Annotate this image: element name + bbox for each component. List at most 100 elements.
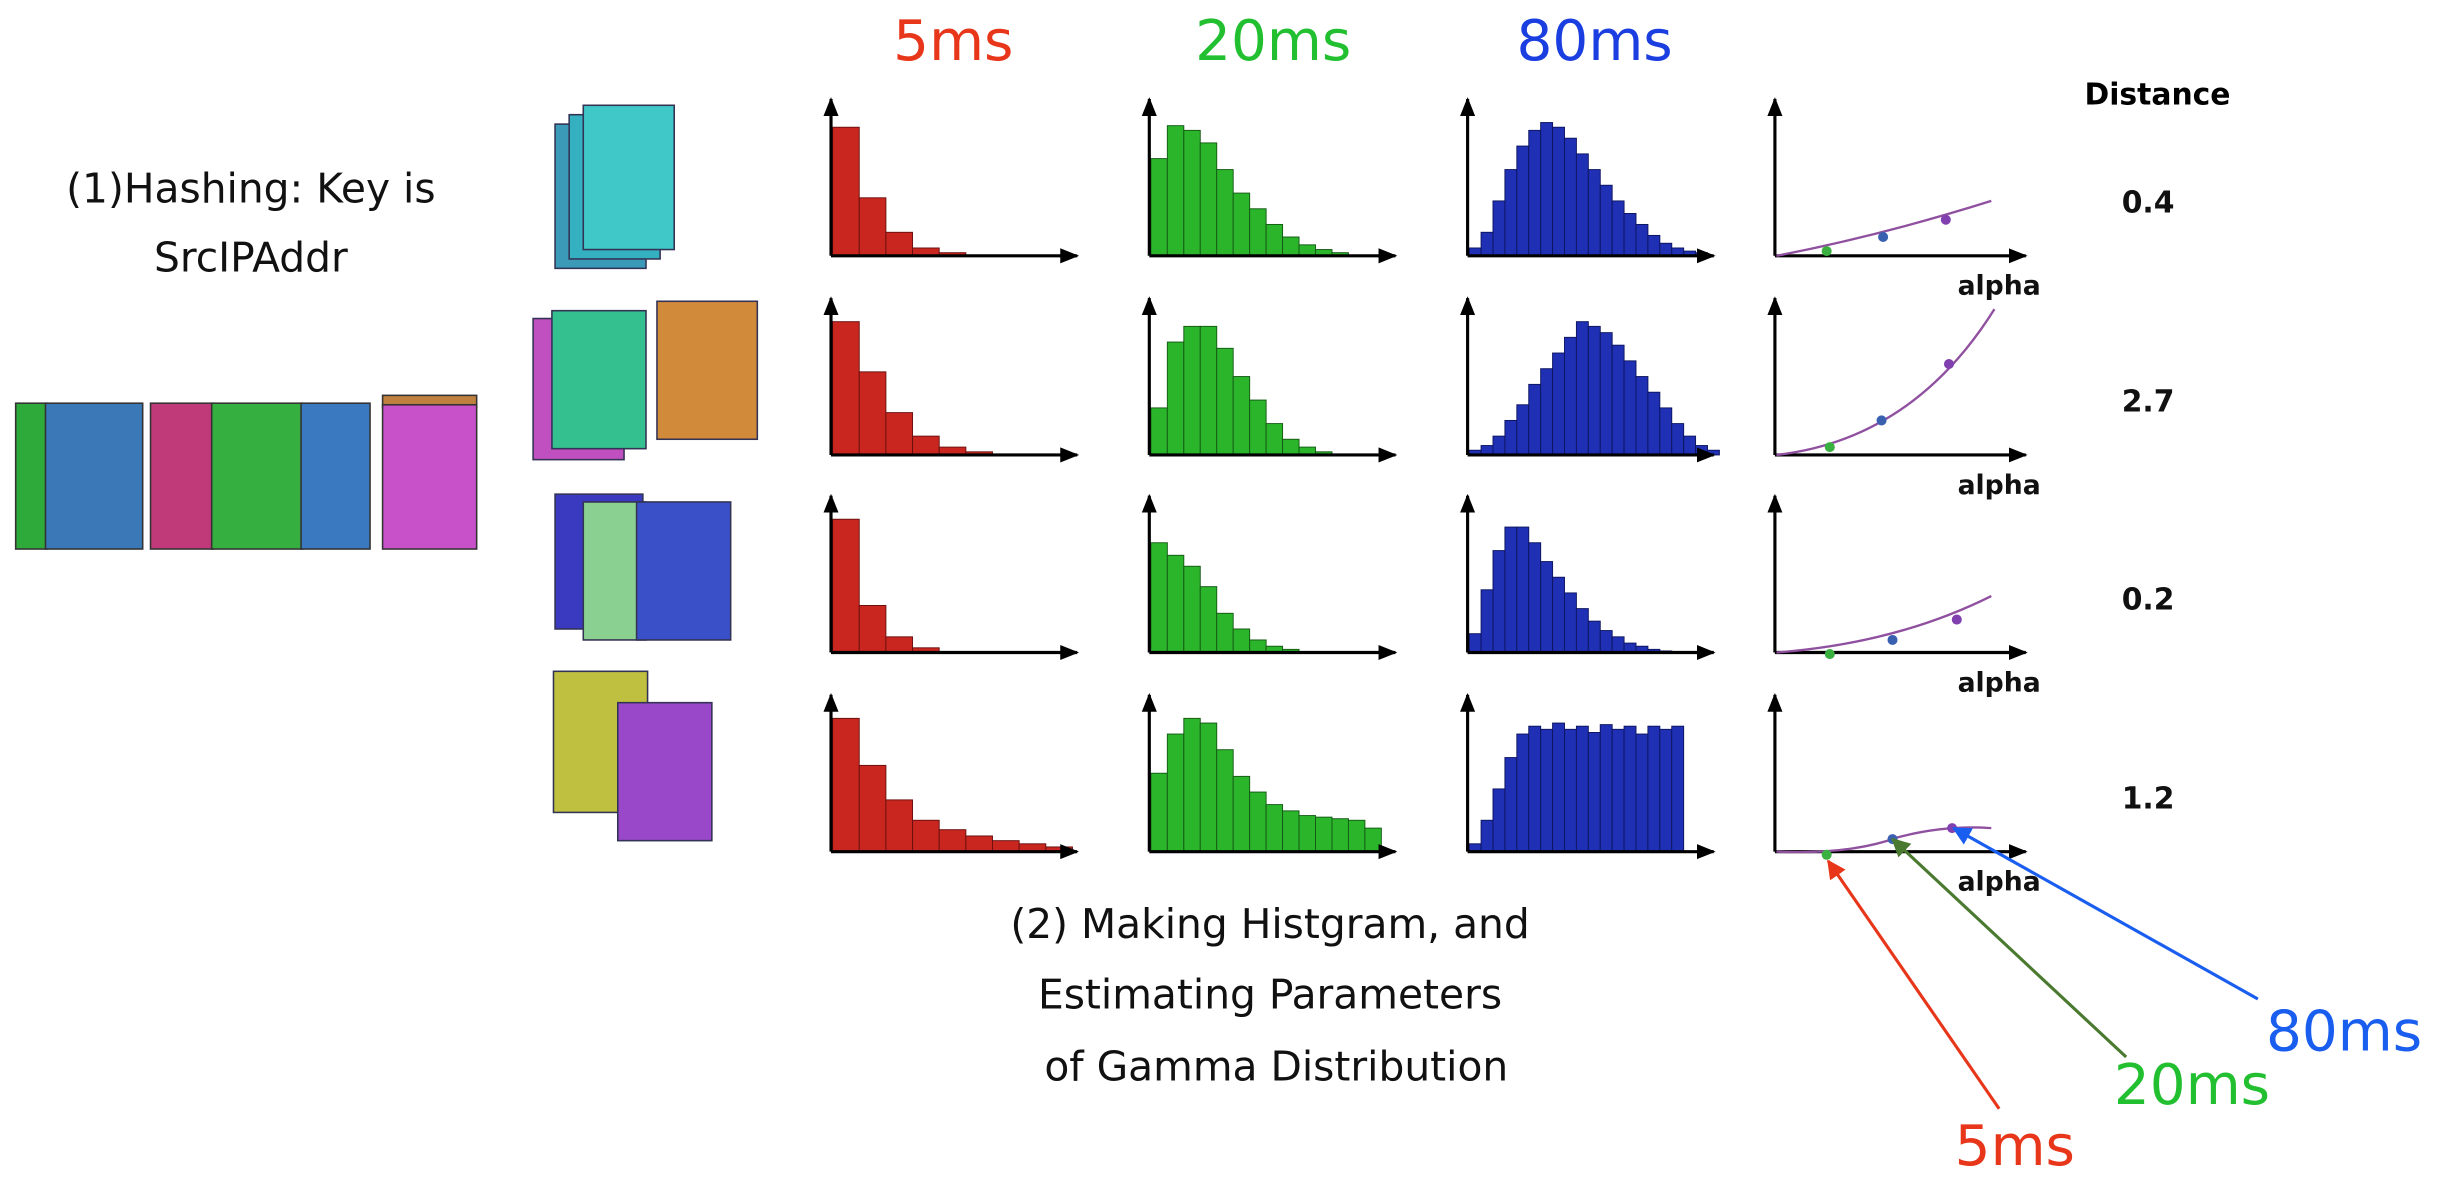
histogram-bar <box>1481 820 1493 851</box>
histogram-bar <box>1636 734 1648 852</box>
distance-header: Distance <box>2084 77 2230 112</box>
histogram-bar <box>1505 420 1517 454</box>
arrow <box>1828 861 1999 1109</box>
axis-label: alpha <box>1958 271 2041 302</box>
histogram-bar <box>1348 820 1364 851</box>
histogram-bar <box>1365 828 1381 852</box>
histogram-bar <box>1660 729 1672 851</box>
histogram-bar <box>1505 527 1517 652</box>
histogram-bar <box>1576 154 1588 256</box>
histogram-bar <box>1588 621 1600 652</box>
histogram-bar <box>1493 436 1505 455</box>
histogram-bar <box>1576 609 1588 653</box>
histogram-bar <box>1624 726 1636 851</box>
histogram-bar <box>1217 750 1233 852</box>
histogram-bar <box>886 413 913 455</box>
fit-point <box>1825 442 1835 452</box>
histogram-bar <box>1553 127 1565 256</box>
fit-curve <box>1776 596 1991 652</box>
fit-point <box>1878 232 1888 242</box>
histogram-bar <box>1612 201 1624 256</box>
hashing-caption: (1)Hashing: Key is <box>66 165 435 213</box>
histogram-bar <box>1517 405 1529 455</box>
histogram-bar <box>1233 377 1249 455</box>
histogram-bar <box>1684 436 1696 455</box>
arrow-label: 80ms <box>2266 1000 2422 1065</box>
column-header: 5ms <box>893 9 1013 74</box>
histogram-bar <box>1612 729 1624 851</box>
diagram: 5ms 20ms 80ms Distance (1)Hashing: Key i… <box>0 0 2446 1178</box>
histogram-bar <box>1612 637 1624 653</box>
histogram-bar <box>1529 543 1541 653</box>
histogram-bar <box>1541 729 1553 851</box>
histogram-bar <box>1233 776 1249 851</box>
histogram-bar <box>1167 126 1183 256</box>
histogram-bar <box>1167 555 1183 652</box>
histogram-bar <box>1266 224 1282 255</box>
histogram-bar <box>1481 590 1493 653</box>
histogram-bar <box>1250 209 1266 256</box>
histogram-bar <box>1612 345 1624 455</box>
histogram-bar <box>1151 773 1167 851</box>
histogram-bar <box>1151 408 1167 455</box>
distance-value: 2.7 <box>2122 385 2175 420</box>
fit-point <box>1825 649 1835 659</box>
axis-label: alpha <box>1958 470 2041 501</box>
histogram-caption: (2) Making Histgram, and <box>1010 900 1529 948</box>
histogram-bar <box>1493 551 1505 653</box>
arrow-label: 20ms <box>2114 1053 2270 1118</box>
histogram-bar <box>1517 527 1529 652</box>
histogram-bar <box>1283 237 1299 256</box>
histogram-bar <box>1299 245 1315 256</box>
histogram-bar <box>1517 734 1529 852</box>
bucket-cards <box>533 105 757 840</box>
histogram-bar <box>1250 640 1266 653</box>
hashing-caption: SrcIPAddr <box>154 234 348 282</box>
histogram-bar <box>1217 170 1233 256</box>
histogram-bar <box>1576 322 1588 455</box>
histogram-bar <box>1624 213 1636 255</box>
histogram-bar <box>1505 170 1517 256</box>
histogram-bar <box>1217 348 1233 455</box>
histogram-bar <box>1250 400 1266 455</box>
histogram-bar <box>1481 232 1493 256</box>
histogram-bar <box>1167 342 1183 455</box>
fit-point <box>1941 215 1951 225</box>
histogram-bar <box>1576 726 1588 851</box>
histogram-bar <box>1266 424 1282 455</box>
histogram-bar <box>1493 789 1505 852</box>
histogram-bar <box>1332 819 1348 852</box>
histogram-bar <box>1588 170 1600 256</box>
histogram-bar <box>859 765 886 851</box>
histogram-bar <box>966 836 993 852</box>
histogram-bar <box>833 127 860 256</box>
histogram-bar <box>1200 143 1216 256</box>
histogram-bar <box>1553 577 1565 652</box>
histogram-bar <box>1517 146 1529 256</box>
histogram-bar <box>1624 361 1636 455</box>
histogram-bar <box>913 820 940 851</box>
histogram-bar <box>1541 369 1553 455</box>
histogram-bar <box>886 637 913 653</box>
histogram-bar <box>1553 353 1565 455</box>
histogram-bar <box>1648 235 1660 255</box>
histogram-caption: Estimating Parameters <box>1038 970 1502 1018</box>
arrow-label: 5ms <box>1955 1114 2075 1178</box>
histogram-bar <box>1200 723 1216 852</box>
column-header: 20ms <box>1195 9 1351 74</box>
histogram-bar <box>1167 734 1183 852</box>
histogram-bar <box>1493 201 1505 256</box>
histogram-bar <box>1529 130 1541 255</box>
histogram-bar <box>1588 326 1600 455</box>
histogram-bar <box>1283 439 1299 455</box>
histogram-bar <box>886 232 913 256</box>
histogram-bar <box>833 519 860 652</box>
histogram-bar <box>993 841 1020 852</box>
histogram-bar <box>1588 732 1600 851</box>
column-header: 80ms <box>1517 9 1673 74</box>
histogram-bar <box>1266 805 1282 852</box>
distance-value: 1.2 <box>2122 781 2175 816</box>
fit-point <box>1952 615 1962 625</box>
histogram-bar <box>833 718 860 851</box>
